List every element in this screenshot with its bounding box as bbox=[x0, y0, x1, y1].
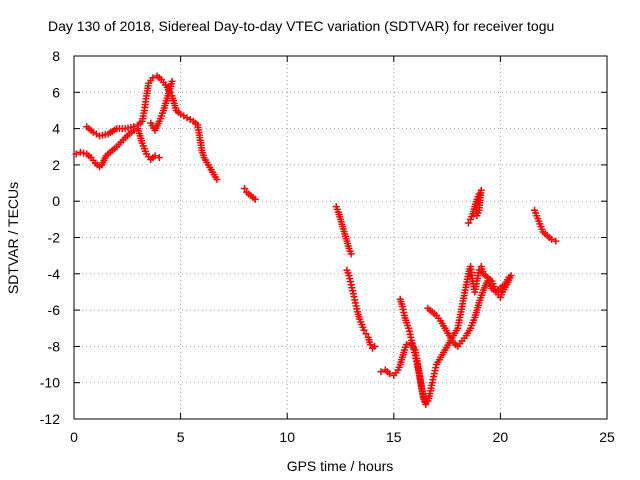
y-tick-label: 0 bbox=[52, 193, 60, 209]
y-tick-label: -10 bbox=[40, 375, 60, 391]
y-tick-label: -2 bbox=[48, 230, 61, 246]
series-trace-j bbox=[465, 187, 485, 227]
label-layer: Day 130 of 2018, Sidereal Day-to-day VTE… bbox=[5, 18, 554, 474]
series-trace-e bbox=[333, 203, 355, 257]
y-tick-label: -6 bbox=[48, 302, 61, 318]
series-trace-k bbox=[531, 207, 559, 245]
chart-frame: 0 5 10 15 20 25 -12 -10 -8 -6 -4 -2 0 2 4 6 8 Day 130 of… bbox=[0, 0, 640, 480]
x-tick-label: 5 bbox=[177, 429, 185, 445]
x-tick-label: 20 bbox=[493, 429, 509, 445]
y-axis-label: SDTVAR / TECUs bbox=[5, 182, 21, 294]
x-tick-label: 15 bbox=[386, 429, 402, 445]
y-tick-label: 4 bbox=[52, 121, 60, 137]
x-tick-label: 10 bbox=[279, 429, 295, 445]
y-tick-label: -12 bbox=[40, 411, 60, 427]
x-tick-label: 0 bbox=[70, 429, 78, 445]
x-axis-label: GPS time / hours bbox=[287, 458, 394, 474]
x-tick-label: 25 bbox=[599, 429, 615, 445]
chart-svg: 0 5 10 15 20 25 -12 -10 -8 -6 -4 -2 0 2 4 6 8 Day 130 of… bbox=[0, 0, 640, 480]
y-tick-label: -8 bbox=[48, 338, 61, 354]
y-tick-label: 6 bbox=[52, 84, 60, 100]
plot-border bbox=[74, 56, 607, 419]
data-layer bbox=[73, 72, 560, 408]
y-tick-label: 8 bbox=[52, 48, 60, 64]
series-trace-h bbox=[397, 296, 430, 406]
axis-layer: 0 5 10 15 20 25 -12 -10 -8 -6 -4 -2 0 2 4 6 8 bbox=[40, 48, 615, 445]
y-tick-label: 2 bbox=[52, 157, 60, 173]
series-trace-a bbox=[73, 125, 163, 170]
series-trace-d bbox=[241, 185, 259, 203]
y-tick-label: -4 bbox=[48, 266, 61, 282]
grid-layer bbox=[74, 56, 607, 419]
chart-title: Day 130 of 2018, Sidereal Day-to-day VTE… bbox=[48, 18, 554, 34]
series-trace-f bbox=[343, 267, 378, 352]
